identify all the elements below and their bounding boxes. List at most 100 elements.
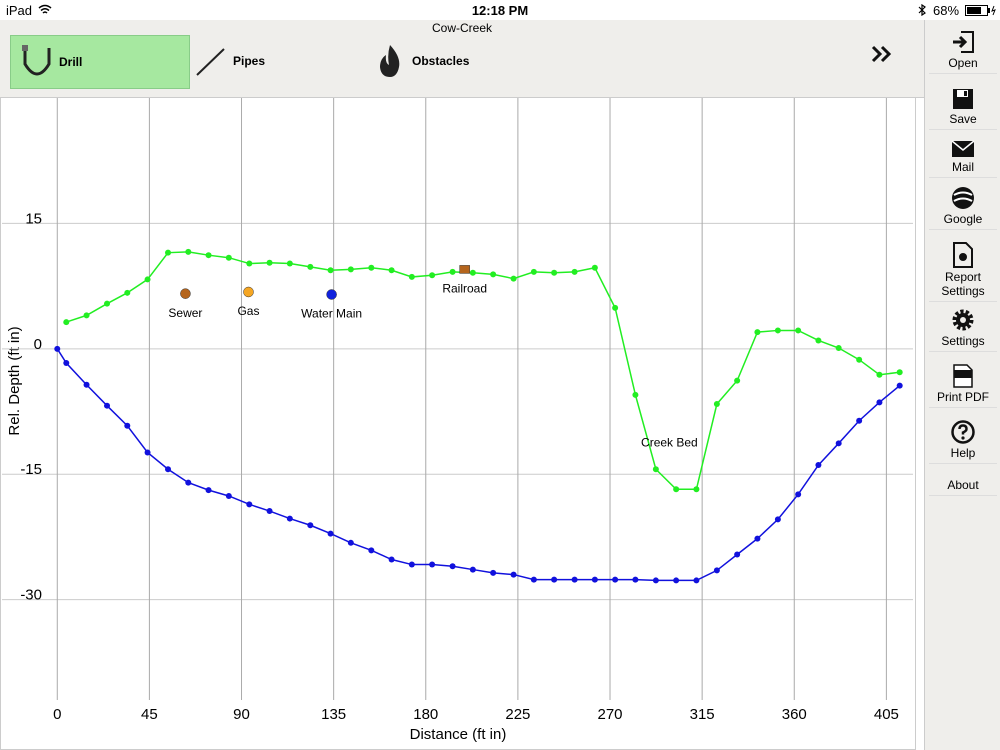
data-point [510,571,517,578]
report-settings-button[interactable]: Report Settings [929,242,997,302]
data-point [144,449,151,456]
data-point [835,344,842,351]
data-point [591,264,598,271]
data-point [551,269,558,276]
data-point [368,547,375,554]
pdf-icon [953,364,973,388]
data-point [408,273,415,280]
data-point [205,252,212,259]
data-point [347,266,354,273]
data-point [104,300,111,307]
obstacle-marker [326,289,337,300]
y-tick-label: -15 [20,461,42,478]
status-bar: iPad 12:18 PM 68% [0,0,1000,20]
wifi-icon [38,4,52,14]
data-point [165,466,172,473]
label: Open [948,56,978,70]
data-point [510,275,517,282]
obstacle-label: Gas [237,304,259,318]
data-point [612,304,619,311]
data-point [815,337,822,344]
label: Google [943,212,983,226]
data-point [449,563,456,570]
data-point [307,263,314,270]
data-point [612,576,619,583]
expand-button[interactable] [870,44,894,64]
gear-icon [952,309,974,331]
sidebar: Open Save Mail Google Report Settings Se… [924,20,1000,750]
data-point [713,401,720,408]
obstacle-marker [459,265,470,274]
data-point [530,576,537,583]
obstacle-label: Sewer [168,306,202,320]
globe-icon [952,187,974,209]
google-button[interactable]: Google [929,186,997,230]
obstacle-marker [243,286,254,298]
help-button[interactable]: Help [929,420,997,464]
x-tick-label: 405 [874,706,899,723]
data-point [246,501,253,508]
data-point [124,289,131,296]
data-point [652,466,659,473]
obstacles-button[interactable]: Obstacles [375,35,575,87]
data-point [856,417,863,424]
data-point [124,422,131,429]
drill-button[interactable]: Drill [10,35,190,89]
report-icon [953,242,973,268]
x-tick-label: 270 [598,706,623,723]
help-icon [951,420,975,444]
obstacle-label: Railroad [442,282,487,296]
data-point [713,567,720,574]
data-point [429,561,436,568]
data-point [286,260,293,267]
open-button[interactable]: Open [929,30,997,74]
y-tick-label: 0 [34,336,42,353]
data-point [693,577,700,584]
data-point [327,267,334,274]
print-pdf-button[interactable]: Print PDF [929,364,997,408]
x-tick-label: 225 [505,706,530,723]
save-button[interactable]: Save [929,88,997,130]
data-point [490,271,497,278]
y-tick-label: -30 [20,587,42,604]
data-point [490,569,497,576]
about-button[interactable]: About [929,478,997,496]
x-tick-label: 90 [233,706,250,723]
data-point [388,556,395,563]
button-label: Pipes [233,54,266,68]
data-point [632,576,639,583]
data-point [876,371,883,378]
battery-icon [965,5,996,16]
data-point [83,312,90,319]
data-point [185,248,192,255]
toolbar: Cow-Creek Drill Pipes Obstacles [0,20,924,98]
data-point [835,440,842,447]
data-point [551,576,558,583]
data-point [591,576,598,583]
data-point [632,391,639,398]
annotation: Creek Bed [641,435,698,449]
data-point [876,399,883,406]
data-point [774,516,781,523]
mail-button[interactable]: Mail [929,140,997,178]
x-axis-label: Distance (ft in) [410,726,507,743]
pipes-button[interactable]: Pipes [192,35,362,87]
data-point [754,329,761,336]
data-point [205,487,212,494]
chart-frame [0,97,916,750]
y-tick-label: 15 [25,210,42,227]
label: Settings [941,334,985,348]
settings-button[interactable]: Settings [929,308,997,352]
data-point [774,327,781,334]
data-point [63,360,70,367]
open-icon [953,31,974,53]
data-point [368,264,375,271]
data-point [225,492,232,499]
data-point [896,369,903,376]
label: Save [949,112,977,126]
data-point [652,577,659,584]
label: Print PDF [936,390,989,404]
data-point [408,561,415,568]
data-point [286,515,293,522]
